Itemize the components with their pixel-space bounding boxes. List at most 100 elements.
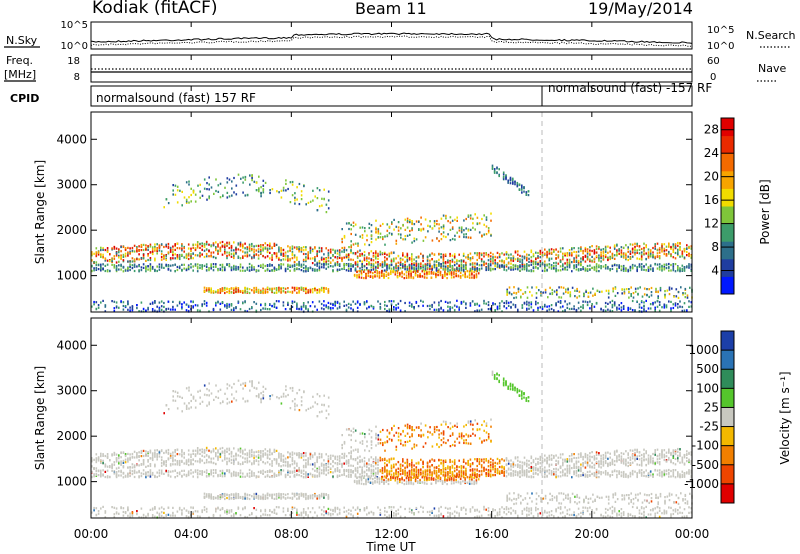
velocity-cell — [257, 454, 260, 457]
velocity-cell — [253, 451, 255, 454]
power-cell — [334, 256, 336, 259]
power-cell — [145, 270, 147, 273]
velocity-cell — [332, 465, 334, 468]
power-cell — [264, 181, 267, 184]
power-cell — [235, 286, 237, 289]
power-cell — [514, 183, 516, 186]
power-cell — [688, 265, 690, 268]
power-cell — [453, 271, 455, 274]
power-cell — [589, 260, 591, 263]
velocity-cell — [422, 462, 424, 465]
velocity-cell — [293, 462, 296, 465]
power-cell — [106, 249, 109, 252]
velocity-cell — [95, 461, 98, 464]
power-cell — [178, 302, 181, 305]
power-cell — [447, 309, 449, 312]
power-cell — [569, 293, 572, 296]
power-cell — [518, 183, 521, 186]
velocity-cell — [253, 462, 255, 465]
power-cell — [388, 232, 391, 235]
velocity-cell — [122, 461, 125, 464]
power-cell — [604, 255, 607, 259]
power-cell — [625, 288, 628, 291]
power-cell — [649, 303, 652, 306]
power-cell — [556, 291, 558, 294]
power-cell — [386, 309, 388, 313]
power-cell — [278, 248, 280, 251]
power-cell — [160, 308, 163, 311]
power-cell — [471, 268, 474, 271]
power-cell — [262, 248, 264, 251]
power-cell — [553, 290, 556, 293]
power-cell — [636, 269, 638, 273]
power-cell — [580, 262, 582, 265]
power-cell — [275, 287, 278, 290]
power-cell — [185, 198, 188, 201]
power-cell — [271, 304, 273, 308]
power-cell — [405, 270, 408, 273]
power-cell — [93, 269, 95, 272]
power-cell — [231, 194, 233, 197]
power-cell — [449, 307, 451, 310]
power-cell — [656, 249, 659, 252]
power-cell — [293, 246, 296, 249]
power-cell — [611, 255, 614, 258]
power-cell — [318, 246, 321, 249]
power-cell — [415, 262, 418, 265]
velocity-cell — [156, 454, 158, 457]
power-cell — [154, 247, 156, 250]
power-cell — [548, 263, 551, 266]
power-cell — [450, 271, 453, 274]
velocity-cell — [248, 451, 251, 454]
power-cell — [444, 261, 447, 264]
power-cell — [483, 233, 485, 236]
power-cell — [557, 254, 560, 257]
power-cell — [521, 191, 523, 194]
power-cell — [318, 289, 321, 292]
power-cell — [506, 291, 508, 294]
power-cell — [246, 268, 249, 271]
power-cell — [282, 263, 285, 266]
power-cell — [192, 252, 194, 255]
power-cell — [541, 263, 544, 266]
power-cell — [521, 184, 523, 187]
power-cell — [672, 249, 675, 252]
power-cell — [582, 268, 584, 271]
power-cell — [444, 254, 447, 257]
power-cell — [321, 197, 323, 200]
velocity-cell — [115, 458, 118, 461]
power-cell — [650, 294, 653, 297]
power-cell — [203, 290, 206, 293]
power-cell — [350, 240, 352, 243]
power-cell — [547, 296, 549, 299]
velocity-cell — [185, 459, 188, 462]
power-cell — [217, 184, 220, 187]
noise-tick-high-right: 10^5 — [707, 25, 734, 36]
power-cell — [280, 189, 283, 192]
power-cell — [350, 232, 352, 236]
power-cell — [593, 252, 596, 255]
power-cell — [305, 260, 307, 263]
power-cell — [462, 300, 465, 303]
velocity-cell — [372, 458, 375, 461]
power-cell — [217, 252, 219, 255]
power-cell — [598, 270, 600, 273]
velocity-cell — [212, 448, 215, 451]
power-cell — [683, 248, 686, 251]
velocity-cell — [237, 462, 240, 465]
velocity-cell — [158, 455, 161, 458]
power-cell — [262, 307, 264, 310]
power-cell — [282, 252, 285, 255]
velocity-cell — [242, 452, 244, 455]
power-cell — [178, 300, 181, 303]
velocity-cell — [203, 448, 206, 452]
power-cell — [562, 310, 564, 313]
power-cell — [661, 306, 663, 309]
power-cell — [360, 270, 363, 273]
power-cell — [652, 269, 654, 272]
velocity-cell — [95, 457, 98, 460]
power-cell — [237, 266, 240, 269]
power-cell — [515, 292, 518, 295]
power-cell — [469, 263, 472, 266]
velocity-cell — [305, 459, 307, 462]
